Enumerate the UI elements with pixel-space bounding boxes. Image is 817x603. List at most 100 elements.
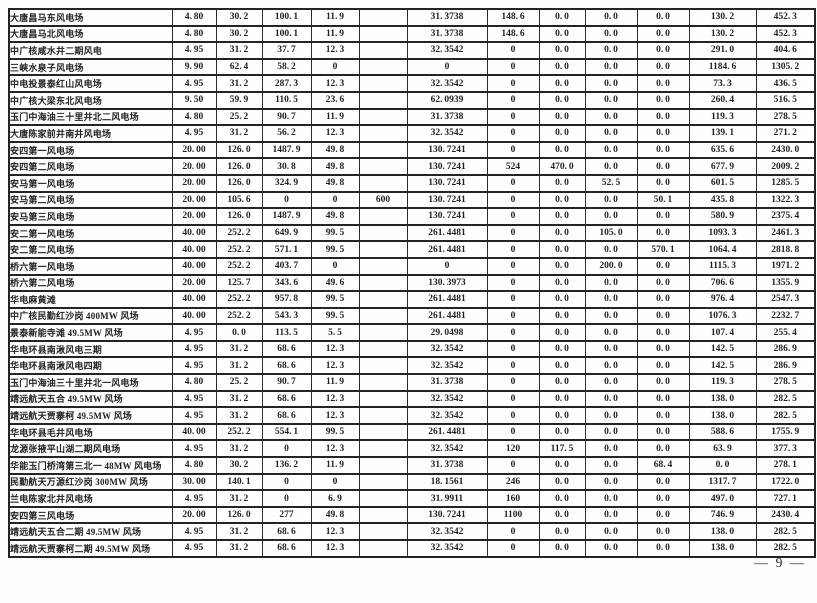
value-cell: 68. 6 — [261, 539, 312, 558]
value-cell: 0. 0 — [636, 207, 690, 226]
value-cell: 11. 9 — [310, 24, 360, 44]
value-cell — [358, 290, 408, 309]
value-cell: 1064. 4 — [688, 240, 757, 259]
value-cell: 0. 0 — [636, 539, 690, 558]
value-cell: 0 — [261, 472, 312, 492]
value-cell: 524 — [486, 157, 540, 176]
value-cell: 278. 5 — [755, 107, 816, 127]
farm-name-cell: 安四第二风电场 — [8, 157, 173, 176]
value-cell: 4. 80 — [171, 107, 217, 127]
value-cell: 0 — [406, 256, 488, 276]
value-cell: 0. 0 — [636, 223, 690, 243]
value-cell: 0. 0 — [636, 157, 690, 176]
value-cell: 4. 95 — [171, 439, 217, 459]
farm-name-cell: 安马第一风电场 — [8, 173, 173, 193]
value-cell: 4. 95 — [171, 323, 217, 342]
value-cell: 31. 2 — [215, 539, 263, 558]
value-cell: 31. 2 — [215, 406, 263, 425]
value-cell: 543. 3 — [261, 306, 312, 326]
value-cell — [358, 356, 408, 376]
value-cell: 31. 3738 — [406, 8, 488, 27]
value-cell: 0. 0 — [688, 456, 757, 475]
value-cell: 0. 0 — [538, 256, 586, 276]
value-cell — [358, 8, 408, 27]
value-cell: 0. 0 — [538, 140, 586, 160]
value-cell: 0. 0 — [584, 107, 638, 127]
value-cell: 635. 6 — [688, 140, 757, 160]
value-cell: 261. 4481 — [406, 240, 488, 259]
value-cell: 0. 0 — [215, 323, 263, 342]
value-cell: 976. 4 — [688, 290, 757, 309]
farm-name-cell: 华电环县毛井风电场 — [8, 422, 173, 442]
value-cell: 470. 0 — [538, 157, 586, 176]
value-cell: 0. 0 — [636, 273, 690, 293]
value-cell: 324. 9 — [261, 173, 312, 193]
value-cell: 570. 1 — [636, 240, 690, 259]
value-cell: 32. 3542 — [406, 406, 488, 425]
table-row: 桥六第一风电场 40. 00 252. 2 403. 7 0 0 0 0. 0 200. 0 0.… — [8, 256, 816, 276]
value-cell: 4. 80 — [171, 8, 217, 27]
value-cell: 32. 3542 — [406, 124, 488, 143]
value-cell: 25. 2 — [215, 107, 263, 127]
value-cell: 31. 2 — [215, 124, 263, 143]
value-cell — [358, 57, 408, 77]
value-cell: 1322. 3 — [755, 190, 816, 210]
value-cell: 138. 0 — [688, 522, 757, 541]
value-cell: 20. 00 — [171, 190, 217, 210]
value-cell: 1285. 5 — [755, 173, 816, 193]
table-row: 华能玉门桥湾第三北一 48MW 风电场 4. 80 30. 2 136. 2 11. 9… — [8, 456, 816, 475]
table-row: 三峡水泉子风电场 9. 90 62. 4 58. 2 0 0 0 0. 0 0. 0 0. 0 11… — [8, 57, 816, 77]
value-cell: 2818. 8 — [755, 240, 816, 259]
value-cell: 31. 2 — [215, 339, 263, 359]
value-cell: 343. 6 — [261, 273, 312, 293]
value-cell: 0 — [406, 57, 488, 77]
value-cell: 0 — [261, 190, 312, 210]
farm-name-cell: 龙源张掖平山湖二期风电场 — [8, 439, 173, 459]
value-cell: 0 — [486, 323, 540, 342]
value-cell: 2430. 0 — [755, 140, 816, 160]
table-row: 大唐昌马北风电场 4. 80 30. 2 100. 1 11. 9 31. 3738 148… — [8, 24, 816, 44]
value-cell: 20. 00 — [171, 173, 217, 193]
value-cell: 0. 0 — [584, 8, 638, 27]
value-cell: 12. 3 — [310, 41, 360, 60]
value-cell — [358, 406, 408, 425]
value-cell: 404. 6 — [755, 41, 816, 60]
value-cell: 99. 5 — [310, 240, 360, 259]
table-row: 靖远航天五合 49.5MW 风场 4. 95 31. 2 68. 6 12. 3 32. … — [8, 389, 816, 409]
value-cell: 11. 9 — [310, 373, 360, 392]
value-cell: 12. 3 — [310, 389, 360, 409]
table-row: 靖远航天贾寨柯 49.5MW 风场 4. 95 31. 2 68. 6 12. 3 32.… — [8, 406, 816, 425]
value-cell: 62. 4 — [215, 57, 263, 77]
value-cell: 4. 95 — [171, 389, 217, 409]
value-cell: 136. 2 — [261, 456, 312, 475]
value-cell: 1487. 9 — [261, 207, 312, 226]
value-cell: 1184. 6 — [688, 57, 757, 77]
table-row: 华电环县南湫风电四期 4. 95 31. 2 68. 6 12. 3 32. 3542 0 0… — [8, 356, 816, 376]
value-cell: 0. 0 — [636, 472, 690, 492]
value-cell: 0. 0 — [636, 57, 690, 77]
value-cell: 120 — [486, 439, 540, 459]
value-cell: 0. 0 — [584, 373, 638, 392]
value-cell — [358, 256, 408, 276]
value-cell: 291. 0 — [688, 41, 757, 60]
value-cell — [358, 41, 408, 60]
value-cell: 0. 0 — [636, 339, 690, 359]
value-cell — [358, 339, 408, 359]
farm-name-cell: 靖远航天五合二期 49.5MW 风场 — [8, 522, 173, 541]
value-cell: 600 — [358, 190, 408, 210]
value-cell: 31. 3738 — [406, 373, 488, 392]
value-cell: 4. 95 — [171, 489, 217, 508]
value-cell: 140. 1 — [215, 472, 263, 492]
value-cell: 0. 0 — [538, 489, 586, 508]
farm-name-cell: 华电麻黄滩 — [8, 290, 173, 309]
value-cell — [358, 140, 408, 160]
value-cell: 677. 9 — [688, 157, 757, 176]
value-cell: 601. 5 — [688, 173, 757, 193]
table-row: 中广核咸水井二期风电 4. 95 31. 2 37. 7 12. 3 32. 3542 0 0… — [8, 41, 816, 60]
value-cell: 0. 0 — [636, 107, 690, 127]
value-cell: 148. 6 — [486, 24, 540, 44]
value-cell: 0. 0 — [584, 24, 638, 44]
table-row: 华电麻黄滩 40. 00 252. 2 957. 8 99. 5 261. 4481 0 0.… — [8, 290, 816, 309]
value-cell: 113. 5 — [261, 323, 312, 342]
value-cell: 261. 4481 — [406, 223, 488, 243]
